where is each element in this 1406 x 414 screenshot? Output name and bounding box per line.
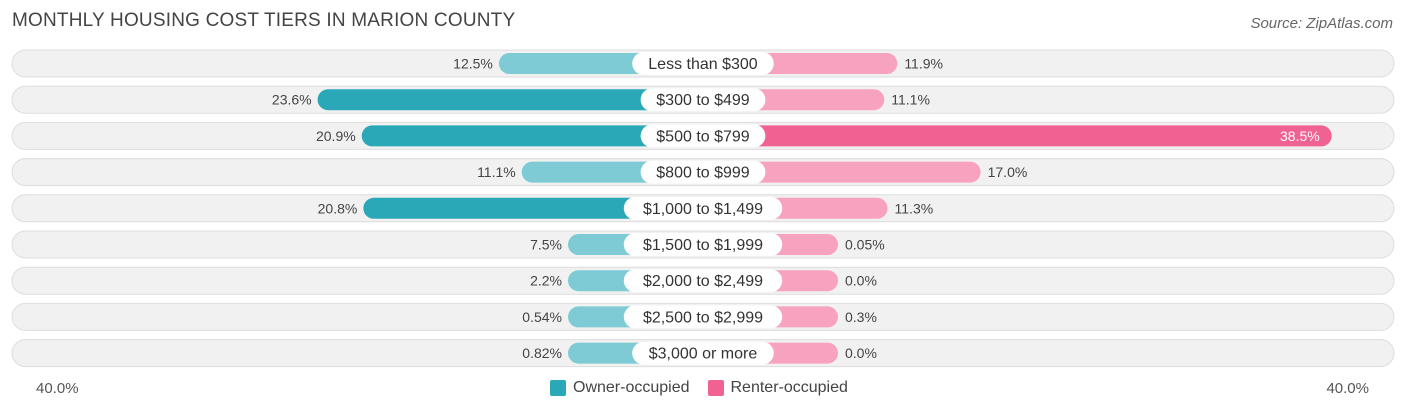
- bar-renter: [703, 125, 1332, 147]
- category-pill: [632, 341, 774, 365]
- category-pill: [623, 233, 783, 256]
- value-label-renter: 0.3%: [845, 309, 877, 325]
- axis-max-label: 40.0%: [1326, 380, 1369, 397]
- value-label-owner: 0.54%: [522, 309, 562, 325]
- category-pill: [623, 269, 783, 293]
- category-pill: [623, 196, 783, 220]
- category-label: $800 to $999: [656, 165, 750, 182]
- category-pill: [623, 305, 783, 329]
- category-label: $3,000 or more: [649, 346, 758, 363]
- legend-label-renter: Renter-occupied: [730, 379, 848, 396]
- category-label: Less than $300: [648, 56, 758, 73]
- bar-owner: [363, 197, 703, 219]
- bar-owner: [361, 125, 703, 147]
- value-label-owner: 23.6%: [272, 92, 312, 108]
- value-label-owner: 20.8%: [318, 200, 358, 216]
- value-label-owner: 2.2%: [530, 273, 562, 289]
- category-label: $1,000 to $1,499: [643, 201, 763, 218]
- category-label: $1,500 to $1,999: [643, 237, 763, 254]
- value-label-owner: 11.1%: [477, 164, 516, 180]
- category-pill: [640, 88, 766, 112]
- value-label-renter: 11.3%: [895, 200, 934, 216]
- value-label-renter: 11.9%: [904, 56, 943, 72]
- value-label-owner: 12.5%: [453, 56, 493, 72]
- category-label: $500 to $799: [656, 128, 750, 145]
- value-label-owner: 0.82%: [522, 345, 562, 361]
- legend-item-renter: Renter-occupied: [707, 379, 848, 397]
- category-label: $2,000 to $2,499: [643, 273, 763, 290]
- value-label-renter: 11.1%: [891, 92, 930, 108]
- category-label: $2,500 to $2,999: [643, 309, 763, 326]
- legend-swatch-renter: [707, 380, 724, 396]
- value-label-renter: 0.0%: [845, 345, 877, 361]
- legend: Owner-occupied Renter-occupied: [550, 379, 866, 397]
- legend-label-owner: Owner-occupied: [573, 379, 690, 396]
- value-label-owner: 7.5%: [530, 237, 562, 253]
- value-label-renter: 0.0%: [845, 273, 877, 289]
- legend-swatch-owner: [550, 380, 566, 396]
- category-label: $300 to $499: [656, 92, 750, 109]
- chart-title: MONTHLY HOUSING COST TIERS IN MARION COU…: [12, 10, 516, 31]
- category-pill: [632, 52, 774, 75]
- axis-min-label: 40.0%: [36, 380, 79, 397]
- value-label-owner: 20.9%: [316, 128, 356, 144]
- bar-owner: [317, 89, 703, 111]
- category-pill: [640, 124, 766, 148]
- legend-item-owner: Owner-occupied: [550, 379, 690, 397]
- value-label-renter: 38.5%: [1280, 128, 1320, 144]
- category-pill: [640, 160, 766, 184]
- chart-source: Source: ZipAtlas.com: [1250, 15, 1393, 32]
- value-label-renter: 17.0%: [988, 164, 1028, 180]
- value-label-renter: 0.05%: [845, 237, 885, 253]
- bar-renter: [703, 161, 981, 183]
